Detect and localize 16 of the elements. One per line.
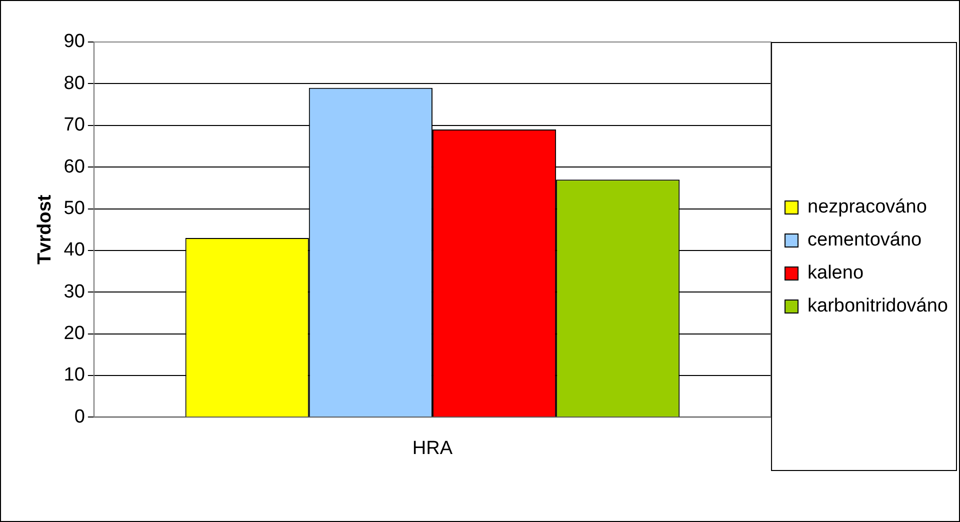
y-tick-label: 80 <box>64 72 85 94</box>
legend-label: nezpracováno <box>808 196 927 218</box>
legend-label: karbonitridováno <box>808 296 948 317</box>
y-tick-label: 50 <box>64 198 85 219</box>
y-axis-title: Tvrdost <box>34 194 56 264</box>
y-tick-label: 20 <box>64 323 85 344</box>
y-tick-label: 10 <box>64 364 85 386</box>
legend-label: cementováno <box>808 230 922 251</box>
y-tick-label: 0 <box>74 406 85 428</box>
y-tick-label: 40 <box>64 240 85 261</box>
y-tick-label: 70 <box>64 114 85 136</box>
y-tick-label: 90 <box>64 31 85 52</box>
y-tick-label: 60 <box>64 156 85 178</box>
x-tick-label: HRA <box>412 438 453 459</box>
y-tick-label: 30 <box>64 281 85 302</box>
legend-label: kaleno <box>808 262 864 284</box>
